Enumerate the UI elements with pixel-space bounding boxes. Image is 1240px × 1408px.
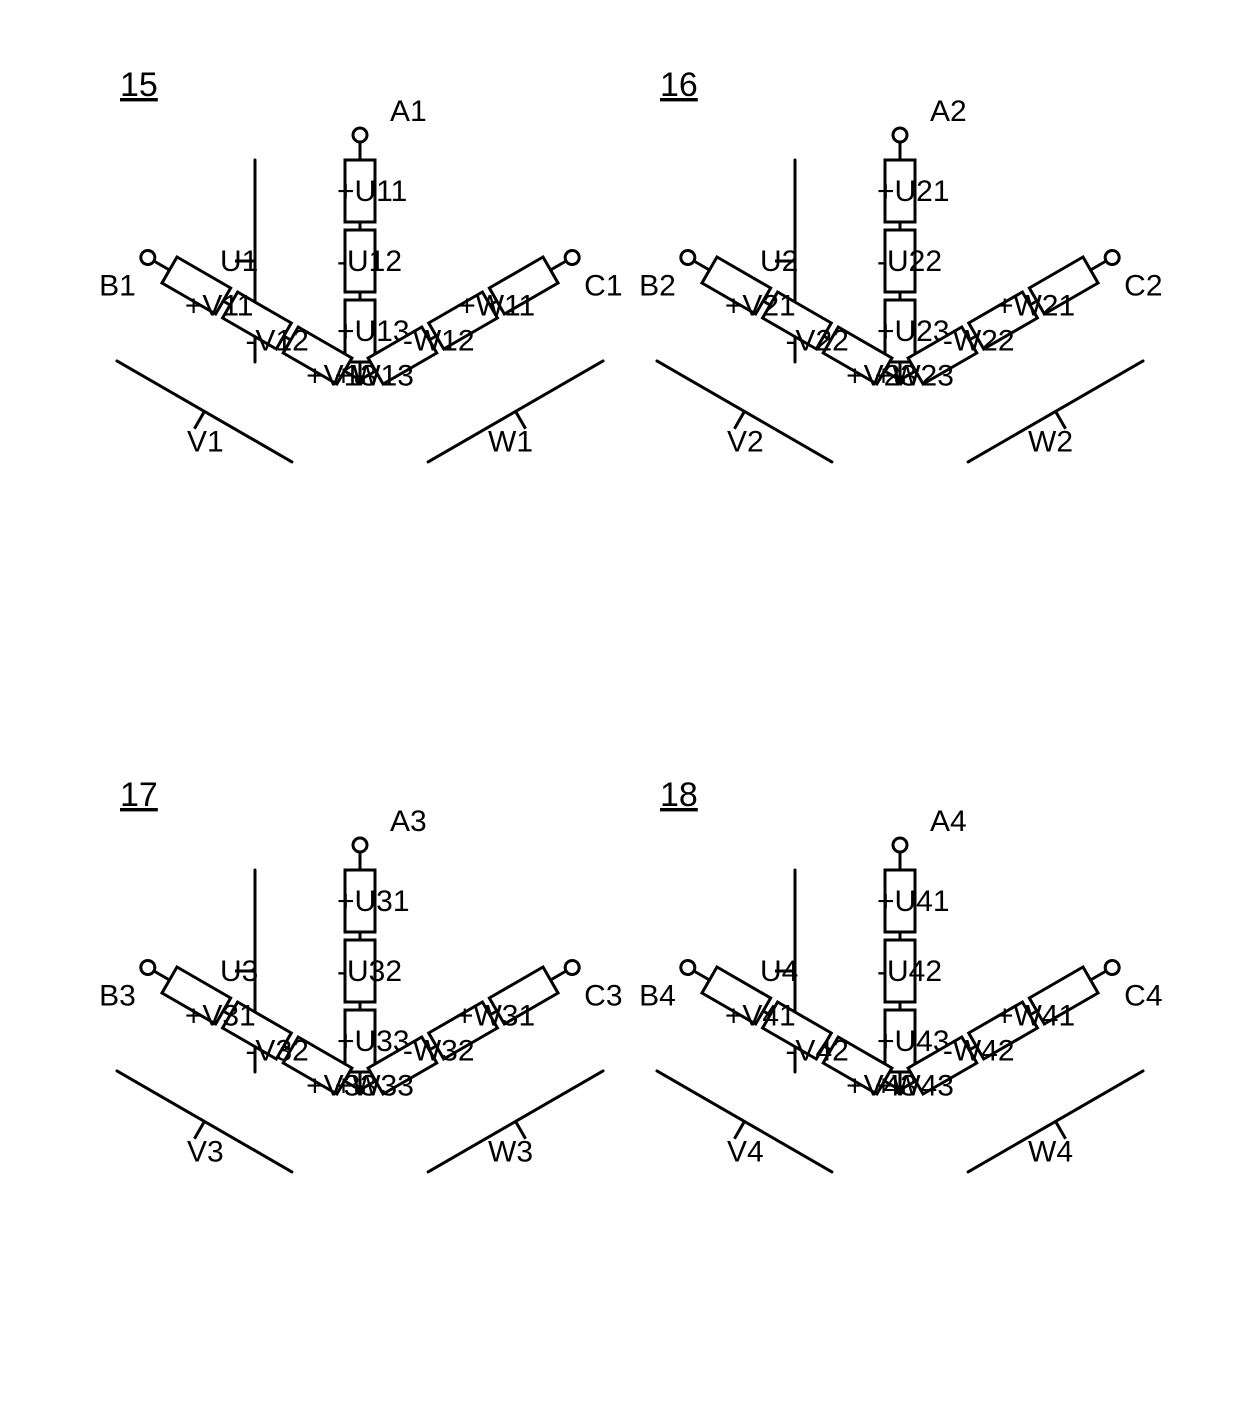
group-label: W2 <box>1028 426 1073 459</box>
terminal <box>893 128 907 142</box>
unit-id: 18 <box>660 776 698 814</box>
group-label: W3 <box>488 1136 533 1169</box>
coil-label: +U31 <box>337 885 410 918</box>
coil-label: +U21 <box>877 175 950 208</box>
terminal-label: B4 <box>639 980 676 1013</box>
terminal <box>138 248 157 267</box>
terminal-label: B2 <box>639 270 676 303</box>
coil-label: -W22 <box>943 324 1015 357</box>
group-label: U2 <box>760 245 798 278</box>
terminal-label: B3 <box>99 980 136 1013</box>
coil-label: -W42 <box>943 1034 1015 1067</box>
terminal <box>1103 958 1122 977</box>
coil-label: +V21 <box>725 289 796 322</box>
terminal <box>353 128 367 142</box>
group-label: V4 <box>727 1136 764 1169</box>
diagram-canvas: 15+U11-U12+U13U1A1+V11-V12+V13V1B1+W11-W… <box>0 0 1240 1408</box>
coil-label: +W23 <box>875 359 954 392</box>
coil-label: -U42 <box>877 955 942 988</box>
coil-label: +W31 <box>456 999 535 1032</box>
unit-id: 17 <box>120 776 158 814</box>
coil-label: +V31 <box>185 999 256 1032</box>
coil-label: +W41 <box>996 999 1075 1032</box>
group-label: W1 <box>488 426 533 459</box>
terminal-label: A4 <box>930 805 967 838</box>
coil-label: -V42 <box>785 1034 848 1067</box>
group-label: V2 <box>727 426 764 459</box>
group-label: U4 <box>760 955 798 988</box>
neutral-point <box>355 1085 365 1095</box>
unit-id: 15 <box>120 66 158 104</box>
coil-label: -U32 <box>337 955 402 988</box>
unit-id: 16 <box>660 66 698 104</box>
terminal-label: A1 <box>390 95 427 128</box>
coil-label: +W43 <box>875 1069 954 1102</box>
neutral-point <box>895 375 905 385</box>
terminal-label: C1 <box>584 270 622 303</box>
winding-unit-15: 15+U11-U12+U13U1A1+V11-V12+V13V1B1+W11-W… <box>99 66 622 462</box>
terminal <box>563 958 582 977</box>
coil-label: +V11 <box>185 289 254 322</box>
group-label: V3 <box>187 1136 224 1169</box>
coil-label: -W32 <box>403 1034 475 1067</box>
coil-label: -V32 <box>245 1034 308 1067</box>
coil-label: -V12 <box>245 324 308 357</box>
group-label: U3 <box>220 955 258 988</box>
coil-label: -U22 <box>877 245 942 278</box>
terminal-label: A2 <box>930 95 967 128</box>
coil-label: +W13 <box>335 359 414 392</box>
neutral-point <box>895 1085 905 1095</box>
terminal-label: A3 <box>390 805 427 838</box>
terminal-label: B1 <box>99 270 136 303</box>
coil-label: -V22 <box>785 324 848 357</box>
coil-label: +V41 <box>725 999 796 1032</box>
terminal-label: C4 <box>1124 980 1162 1013</box>
group-label: U1 <box>220 245 258 278</box>
coil-label: +U11 <box>337 175 407 208</box>
coil-label: +U41 <box>877 885 950 918</box>
terminal <box>1103 248 1122 267</box>
terminal <box>353 838 367 852</box>
terminal <box>678 958 697 977</box>
winding-unit-18: 18+U41-U42+U43U4A4+V41-V42+V43V4B4+W41-W… <box>639 776 1162 1172</box>
coil-label: -U12 <box>337 245 402 278</box>
terminal <box>893 838 907 852</box>
terminal-label: C2 <box>1124 270 1162 303</box>
winding-unit-17: 17+U31-U32+U33U3A3+V31-V32+V33V3B3+W31-W… <box>99 776 622 1172</box>
terminal <box>678 248 697 267</box>
group-label: V1 <box>187 426 224 459</box>
terminal <box>563 248 582 267</box>
coil-label: +W11 <box>458 289 535 322</box>
terminal <box>138 958 157 977</box>
group-label: W4 <box>1028 1136 1073 1169</box>
coil-label: +W33 <box>335 1069 414 1102</box>
coil-label: -W12 <box>403 324 475 357</box>
winding-unit-16: 16+U21-U22+U23U2A2+V21-V22+V23V2B2+W21-W… <box>639 66 1162 462</box>
neutral-point <box>355 375 365 385</box>
terminal-label: C3 <box>584 980 622 1013</box>
coil-label: +W21 <box>996 289 1075 322</box>
